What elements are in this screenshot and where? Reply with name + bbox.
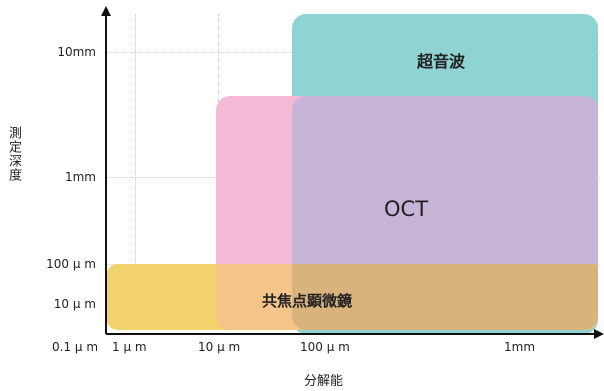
oct-over-confocal — [292, 264, 598, 330]
y-axis-arrow — [101, 6, 111, 16]
y-tick-100um: 100 μ m — [46, 257, 96, 271]
x-tick-10um: 10 μ m — [198, 340, 241, 354]
oct-label: OCT — [384, 197, 429, 221]
x-tick-1mm: 1mm — [504, 340, 536, 354]
y-axis-title: 測定深度 — [6, 126, 21, 182]
x-tick-100um: 100 μ m — [300, 340, 350, 354]
y-tick-1mm: 1mm — [64, 170, 96, 184]
x-axis-title: 分解能 — [304, 374, 344, 389]
grid-line-1um — [135, 14, 136, 324]
y-tick-10um: 10 μ m — [53, 297, 96, 311]
x-tick-0-1um: 0.1 μ m — [52, 340, 99, 354]
x-axis-arrow — [594, 329, 604, 339]
ultrasound-label: 超音波 — [417, 52, 466, 71]
confocal-label: 共焦点顕微鏡 — [262, 292, 353, 310]
x-tick-1um: 1 μ m — [112, 340, 147, 354]
y-tick-10mm: 10mm — [57, 45, 96, 59]
